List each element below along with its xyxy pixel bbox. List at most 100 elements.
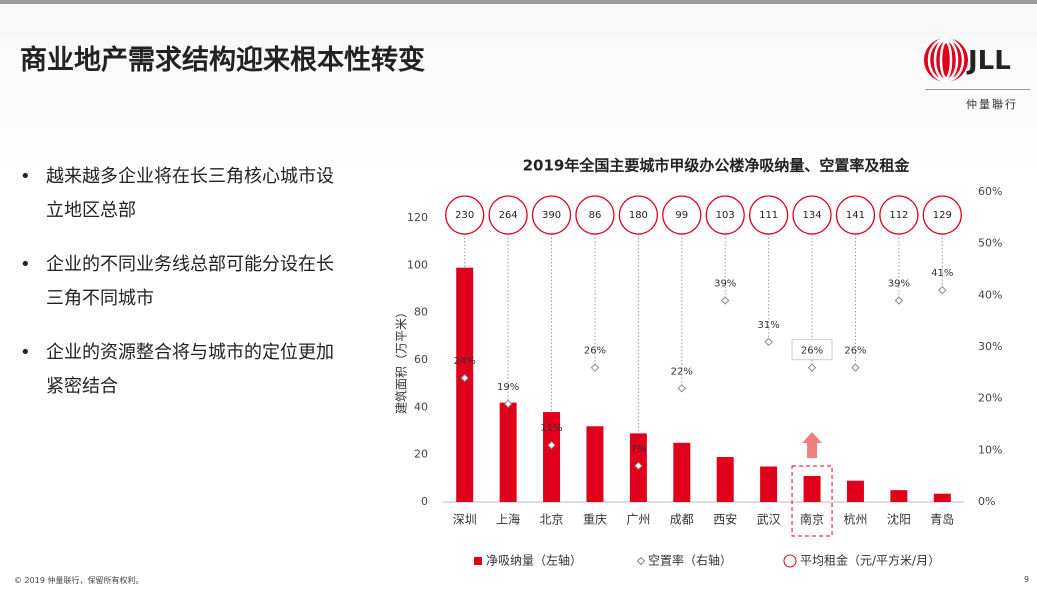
bullet: 企业的资源整合将与城市的定位更加紧密结合	[20, 336, 350, 404]
y2-tick-label: 20%	[978, 392, 1002, 405]
y2-tick-label: 30%	[978, 340, 1002, 353]
rent-label: 230	[455, 210, 474, 221]
vacancy-label: 39%	[888, 279, 910, 290]
bar	[716, 457, 734, 502]
bar	[499, 402, 517, 502]
vacancy-label: 39%	[714, 279, 736, 290]
y-tick-label: 20	[414, 448, 428, 461]
y-tick-label: 120	[407, 211, 428, 224]
vacancy-label: 11%	[540, 423, 562, 434]
y-tick-label: 80	[414, 306, 428, 319]
legend-label: 净吸纳量（左轴）	[486, 553, 582, 568]
vacancy-marker	[764, 337, 773, 347]
y2-tick-label: 50%	[978, 237, 1002, 250]
legend-label: 平均租金（元/平方米/月）	[800, 553, 940, 568]
y2-tick-label: 40%	[978, 288, 1002, 301]
vacancy-marker	[590, 363, 600, 372]
rent-circle	[488, 195, 528, 235]
logo-mark	[924, 37, 968, 83]
up-arrow	[802, 432, 823, 458]
legend-swatch	[783, 554, 797, 568]
x-tick-label: 深圳	[453, 513, 477, 527]
rent-circle	[922, 195, 962, 235]
vacancy-label: 19%	[497, 382, 519, 393]
rent-circle	[575, 195, 615, 235]
rent-circle	[531, 195, 572, 235]
rent-label: 134	[802, 210, 821, 221]
footer: © 2019 仲量联行，保留所有权利。	[14, 576, 144, 585]
x-tick-label: 广州	[626, 513, 650, 527]
bar	[673, 442, 691, 502]
rent-label: 180	[629, 210, 648, 221]
legend-swatch	[636, 556, 646, 566]
chart-title: 2019年全国主要城市甲级办公楼净吸纳量、空置率及租金	[523, 157, 911, 175]
x-tick-label: 武汉	[757, 513, 781, 527]
bullet: 企业的不同业务线总部可能分设在长三角不同城市	[20, 248, 350, 316]
rent-label: 141	[846, 210, 865, 221]
rent-circle	[835, 195, 876, 235]
bar	[543, 412, 561, 502]
rent-circle	[705, 195, 745, 235]
vacancy-label: 26%	[844, 346, 866, 357]
rent-label: 112	[889, 210, 908, 221]
vacancy-marker	[677, 384, 686, 393]
vacancy-label: 24%	[454, 356, 476, 367]
y2-tick-label: 60%	[978, 185, 1002, 198]
y-tick-label: 0	[421, 495, 428, 508]
rent-label: 86	[589, 210, 602, 221]
vacancy-label: 7%	[630, 444, 646, 455]
rent-label: 99	[675, 210, 688, 221]
x-tick-label: 杭州	[843, 512, 867, 527]
vacancy-marker	[634, 461, 643, 471]
x-tick-label: 成都	[670, 513, 694, 527]
vacancy-marker	[721, 296, 730, 305]
bullet-list: 越来越多企业将在长三角核心城市设立地区总部 企业的不同业务线总部可能分设在长三角…	[20, 160, 350, 424]
rent-circle	[748, 195, 789, 235]
page-number: 9	[1024, 575, 1030, 584]
slide-title: 商业地产需求结构迎来根本性转变	[20, 45, 425, 76]
bar	[890, 490, 908, 502]
rent-label: 390	[542, 210, 561, 221]
vacancy-marker	[547, 440, 556, 450]
x-tick-label: 北京	[540, 513, 564, 527]
vacancy-label: 41%	[931, 268, 953, 279]
vacancy-marker	[807, 363, 817, 372]
logo-subtitle: 仲量聯行	[966, 98, 1018, 111]
y-tick-label: 40	[414, 400, 428, 413]
x-tick-label: 青岛	[930, 512, 954, 527]
x-tick-label: 重庆	[583, 513, 607, 527]
vacancy-marker	[894, 296, 904, 305]
vacancy-marker	[938, 285, 947, 295]
y-tick-label: 60	[414, 353, 428, 366]
y-tick-label: 100	[407, 258, 428, 271]
logo-divider	[925, 89, 1030, 90]
vacancy-label: 22%	[671, 366, 693, 377]
x-tick-label: 沈阳	[887, 512, 911, 527]
rent-circle	[879, 195, 919, 235]
bar	[846, 480, 864, 502]
rent-circle	[792, 195, 832, 235]
highlight-box	[791, 339, 833, 361]
vacancy-marker	[460, 373, 469, 383]
logo-text: JLL	[968, 46, 1011, 76]
rent-circle	[662, 195, 702, 235]
x-tick-label: 南京	[800, 512, 824, 527]
bar	[456, 267, 474, 502]
rent-label: 111	[759, 210, 778, 221]
top-bar	[0, 0, 1037, 4]
x-tick-label: 西安	[713, 512, 737, 527]
vacancy-label: 31%	[758, 320, 780, 331]
vacancy-label: 26%	[801, 346, 823, 357]
y2-tick-label: 0%	[978, 495, 995, 508]
bar	[586, 426, 604, 502]
rent-label: 129	[933, 210, 952, 221]
legend-label: 空置率（右轴）	[648, 553, 732, 568]
x-tick-label: 上海	[496, 512, 520, 527]
rent-circle	[618, 195, 659, 235]
rent-label: 264	[499, 210, 518, 221]
bar	[803, 475, 821, 502]
vacancy-label: 26%	[584, 346, 606, 357]
legend-swatch	[474, 557, 482, 565]
